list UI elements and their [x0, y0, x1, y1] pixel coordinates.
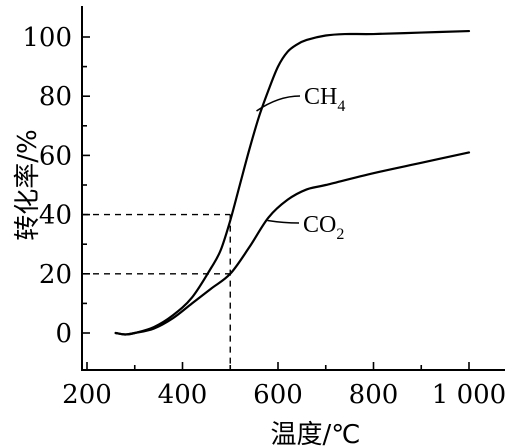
x-axis-title: 温度/℃ [271, 420, 361, 448]
x-tick-label: 800 [349, 380, 399, 410]
series-label-ch4: CH4 [304, 84, 345, 115]
reference-lines [82, 213, 231, 370]
y-tick-label: 80 [39, 82, 72, 112]
y-tick-label: 40 [39, 201, 72, 231]
series-label-leader [256, 95, 301, 112]
x-tick-label: 200 [62, 380, 112, 410]
y-tick-label: 60 [39, 141, 72, 171]
y-axis-title: 转化率/% [13, 129, 43, 240]
series-line-co2 [114, 151, 471, 336]
x-tick-label: 400 [158, 380, 208, 410]
axes: 200 400 600 800 1 000 0 20 40 60 80 100 [22, 6, 506, 410]
axis-spine [81, 6, 505, 371]
y-tick-label: 20 [39, 260, 72, 290]
x-tick-label: 600 [253, 380, 303, 410]
y-tick-label: 0 [55, 319, 72, 349]
series-label-co2: CO2 [303, 212, 344, 243]
series-labels: CH4 CO2 [256, 84, 345, 243]
y-tick-label: 100 [22, 23, 72, 53]
x-tick-label: 1 000 [432, 380, 506, 410]
series-line-ch4 [114, 29, 471, 336]
series-label-leader [267, 219, 300, 224]
series-curves [114, 29, 471, 336]
